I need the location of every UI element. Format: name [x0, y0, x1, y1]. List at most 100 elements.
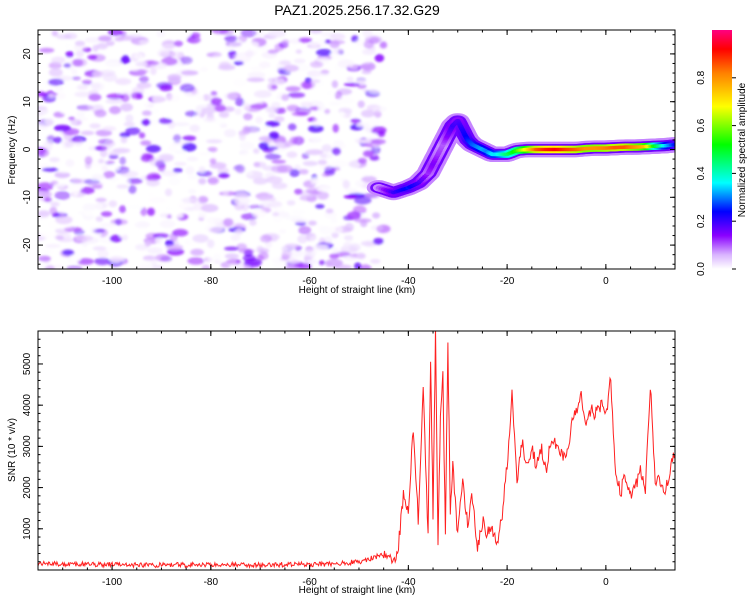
noise-blob: [134, 221, 150, 229]
noise-blob: [167, 74, 182, 81]
noise-blob: [250, 127, 258, 133]
noise-blob: [284, 232, 295, 241]
noise-blob: [362, 48, 376, 56]
noise-blob: [102, 126, 117, 132]
noise-blob: [224, 129, 237, 138]
noise-blob: [43, 140, 53, 149]
colorbar-tick-label: 0.4: [696, 166, 707, 180]
noise-blob: [65, 159, 75, 167]
noise-blob: [285, 86, 301, 92]
noise-blob: [136, 265, 155, 269]
noise-blob: [234, 108, 242, 115]
noise-blob: [357, 228, 369, 235]
noise-blob: [38, 255, 51, 262]
noise-blob: [97, 249, 109, 259]
noise-blob: [66, 265, 83, 269]
snr-panel: -100 -80 -60 -40 -20 0 1000 2000 3000 4000 5000 H…: [7, 330, 676, 596]
noise-blob: [289, 136, 299, 144]
noise-blob: [222, 190, 229, 196]
noise-blob: [38, 146, 47, 155]
noise-blob: [224, 253, 239, 259]
noise-blob: [103, 61, 121, 68]
noise-blob: [155, 237, 163, 245]
noise-blob: [212, 53, 230, 60]
spectrogram-ridge: [366, 113, 675, 201]
noise-blob: [332, 186, 339, 195]
noise-blob: [350, 118, 362, 124]
y-tick-label: 2000: [22, 476, 33, 499]
noise-blob: [147, 207, 155, 216]
noise-blob: [91, 174, 106, 180]
noise-blob: [139, 75, 149, 83]
noise-blob: [326, 152, 333, 161]
noise-blob: [55, 215, 73, 225]
ridge-blob: [672, 142, 675, 147]
snr-x-ticks: -100 -80 -60 -40 -20 0: [37, 331, 656, 588]
noise-blob: [198, 212, 207, 219]
noise-blob: [324, 108, 331, 115]
noise-blob: [119, 56, 131, 65]
noise-blob: [249, 219, 257, 226]
noise-blob: [366, 132, 379, 138]
noise-blob: [207, 146, 218, 153]
noise-blob: [130, 92, 143, 100]
noise-blob: [247, 71, 266, 79]
noise-blob: [99, 222, 116, 228]
noise-blob: [181, 142, 197, 152]
noise-blob: [203, 117, 217, 123]
noise-blob: [291, 218, 309, 224]
noise-blob: [255, 116, 263, 124]
noise-blob: [315, 204, 325, 209]
noise-blob: [65, 141, 74, 148]
noise-blob: [286, 151, 298, 158]
noise-blob: [180, 56, 193, 65]
noise-blob: [100, 211, 113, 217]
noise-blob: [198, 166, 206, 173]
noise-blob: [275, 196, 285, 201]
noise-blob: [89, 226, 96, 233]
noise-blob: [266, 186, 277, 196]
noise-blob: [71, 68, 78, 75]
noise-blob: [94, 257, 111, 266]
noise-blob: [147, 191, 155, 199]
noise-blob: [82, 203, 96, 212]
noise-blob: [244, 258, 262, 267]
y-tick-label: 0: [22, 146, 33, 152]
noise-blob: [253, 90, 272, 98]
colorbar-tick-label: 0.2: [696, 214, 707, 228]
noise-blob: [205, 139, 223, 144]
noise-blob: [214, 117, 226, 126]
noise-blob: [106, 93, 125, 100]
noise-blob: [76, 111, 86, 118]
noise-blob: [357, 157, 367, 164]
noise-blob: [298, 37, 313, 43]
noise-blob: [163, 206, 172, 211]
colorbar-tick-label: 0.8: [696, 70, 707, 84]
noise-blob: [99, 149, 108, 158]
noise-blob: [144, 240, 152, 247]
noise-blob: [214, 105, 227, 112]
x-tick-label: -80: [204, 577, 219, 588]
noise-blob: [187, 175, 198, 180]
noise-blob: [201, 107, 216, 115]
noise-blob: [243, 102, 251, 111]
noise-blob: [107, 30, 123, 36]
noise-blob: [50, 201, 60, 207]
noise-blob: [146, 60, 160, 66]
noise-blob: [95, 216, 104, 222]
noise-blob: [102, 202, 109, 208]
noise-blob: [272, 215, 283, 223]
noise-blob: [178, 202, 190, 210]
noise-blob: [324, 39, 332, 44]
noise-blob: [274, 107, 286, 114]
noise-blob: [265, 153, 281, 160]
noise-blob: [125, 114, 134, 123]
noise-blob: [309, 61, 324, 68]
noise-blob: [294, 63, 310, 72]
noise-blob: [253, 30, 265, 37]
noise-blob: [275, 78, 286, 85]
noise-blob: [190, 248, 205, 256]
noise-blob: [51, 30, 59, 37]
noise-blob: [211, 30, 229, 35]
noise-blob: [295, 49, 302, 54]
